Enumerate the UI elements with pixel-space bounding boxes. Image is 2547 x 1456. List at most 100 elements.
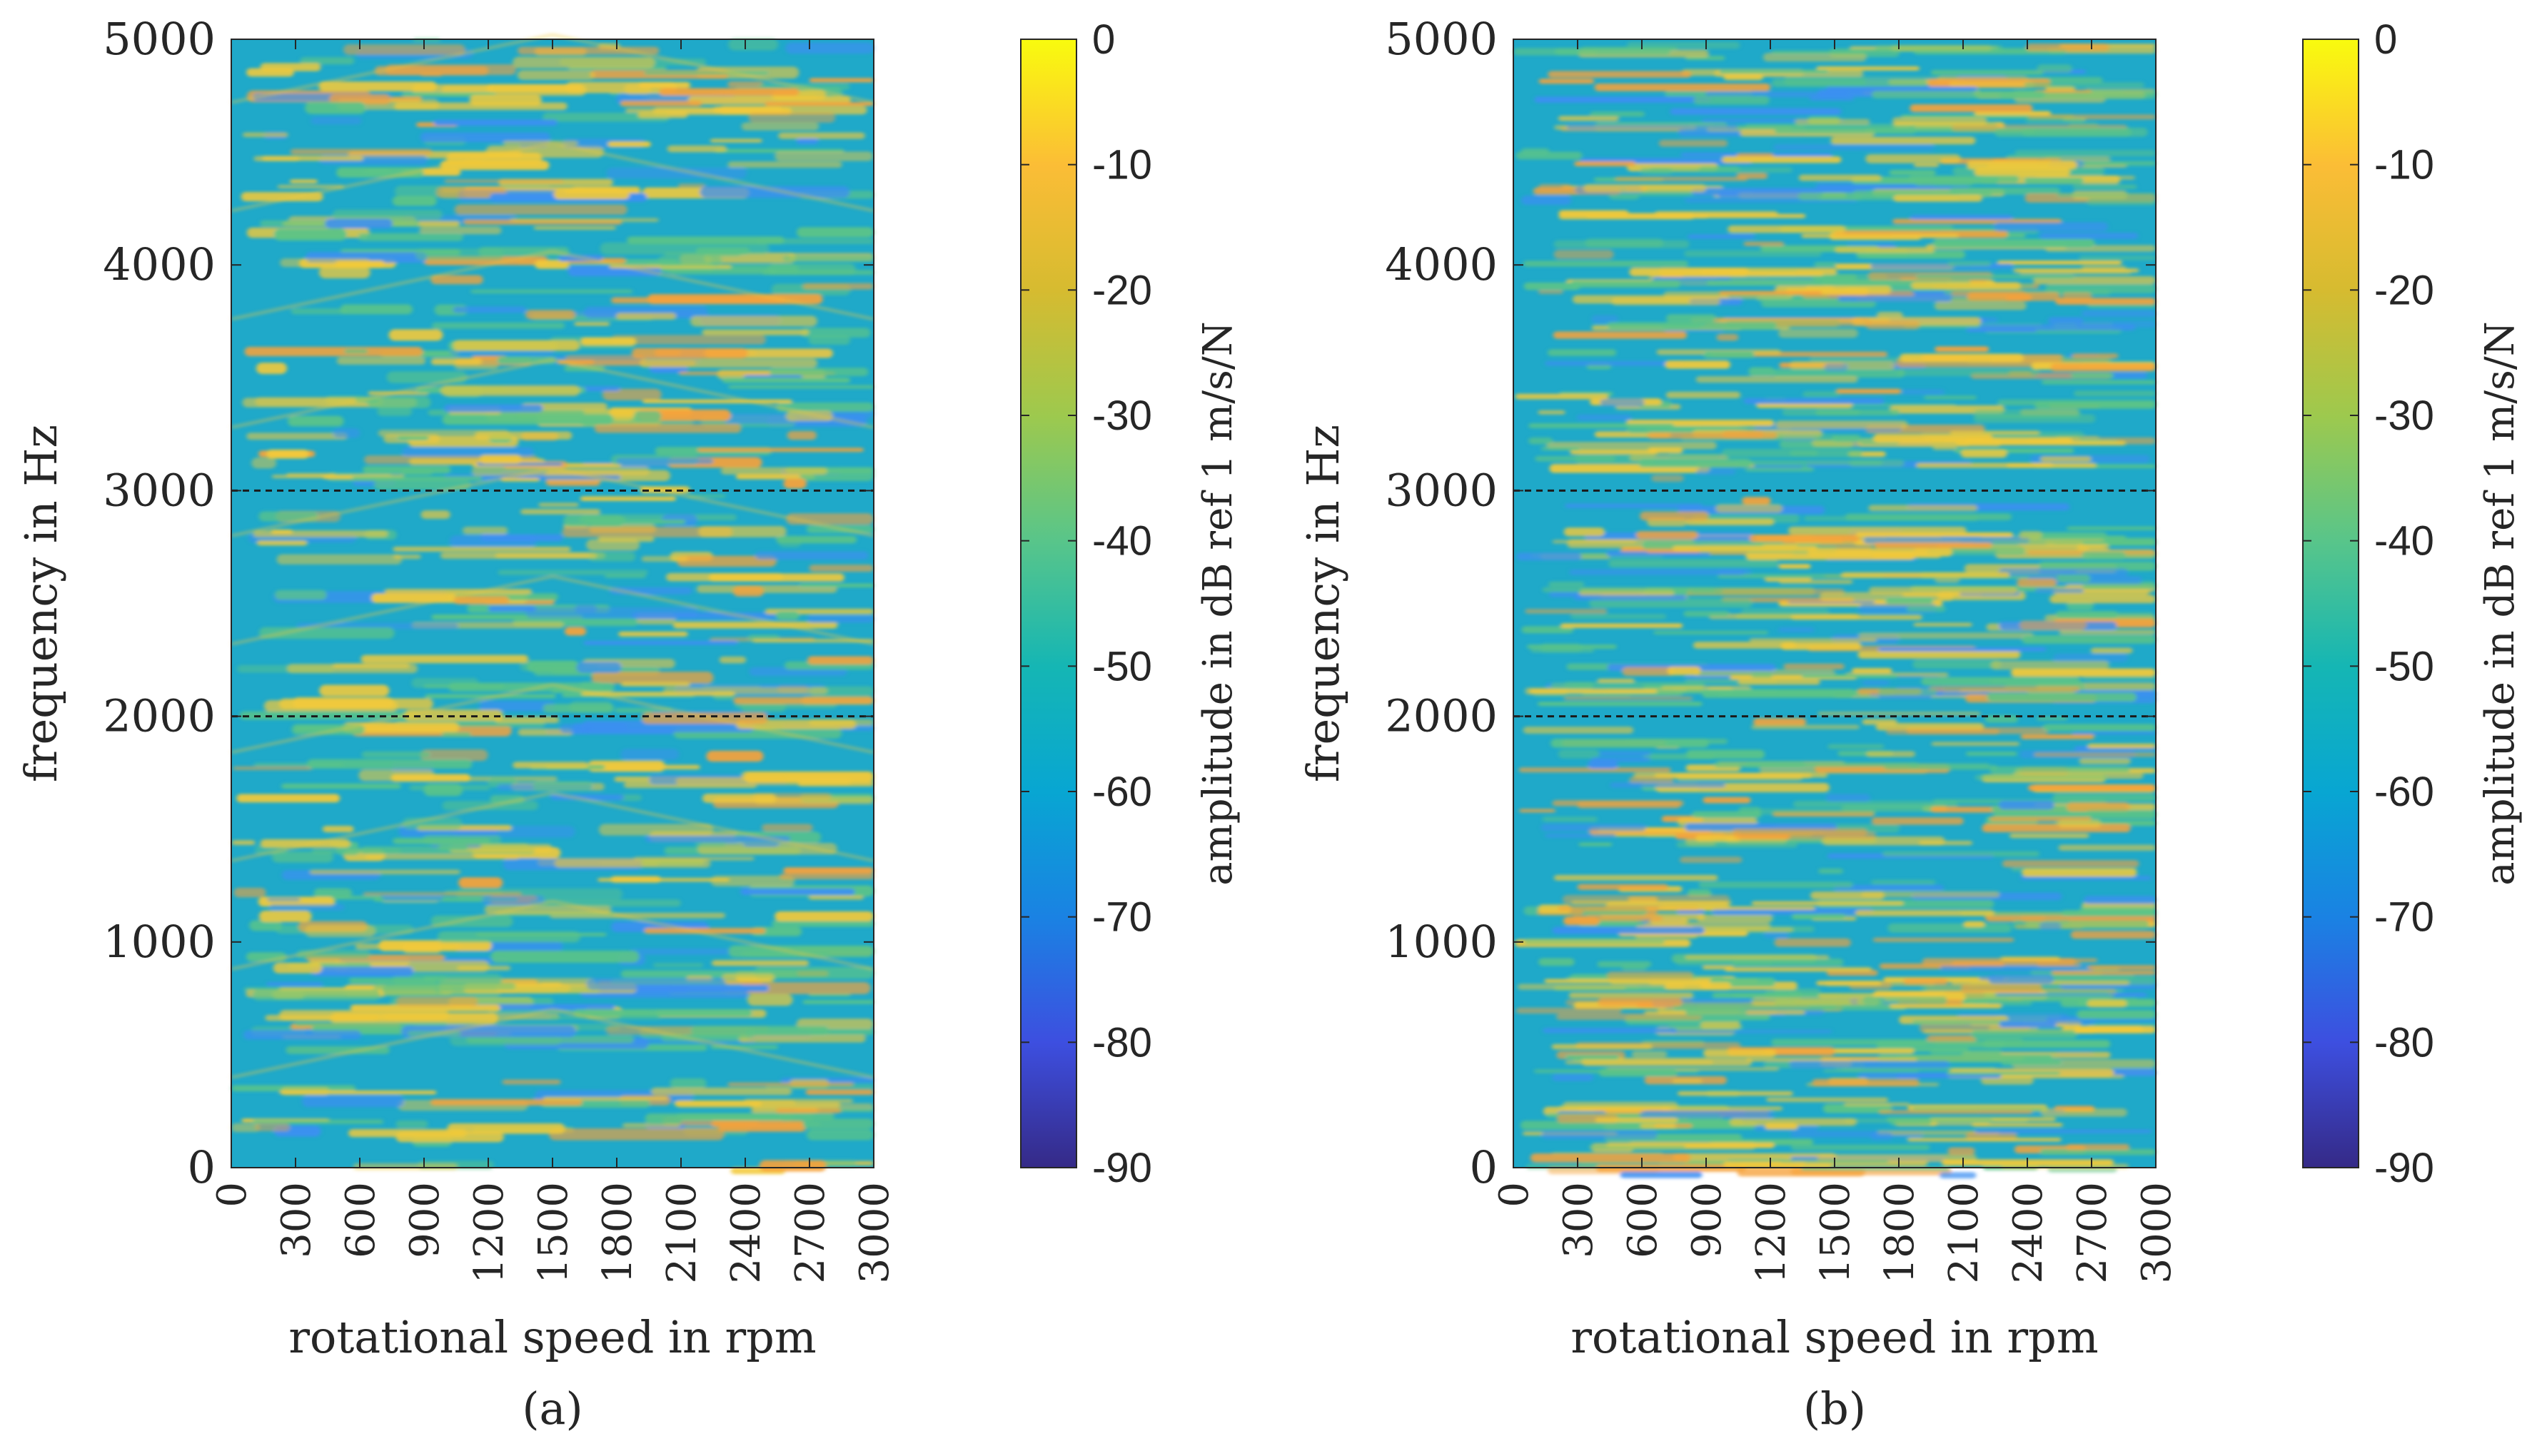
heatmap-band [1885,597,1934,604]
heatmap-band [2024,82,2144,89]
heatmap-ridge [231,682,553,754]
colorbar-tick-label: -30 [1092,393,1152,439]
heatmap-band [1999,92,2156,99]
heatmap-band [1753,718,1807,726]
heatmap-band [1970,1029,2077,1039]
heatmap-band [2042,380,2156,385]
heatmap-band [1615,176,1748,181]
colorbar-b: 0 -10 -20 -30 -40 -50 -60 -70 -80 -90 [2302,16,2434,1191]
heatmap-band [280,258,370,268]
heatmap-band [727,1082,854,1087]
heatmap-band [1780,642,1862,650]
heatmap-band [1870,1132,1893,1141]
heatmap-band [1751,672,1773,679]
heatmap-band [1919,840,1972,846]
heatmap-band [420,510,450,520]
heatmap-band [807,615,874,623]
heatmap-band [1521,196,1571,205]
heatmap-band [2000,956,2060,961]
heatmap-band [1599,751,1651,756]
heatmap-band [712,960,810,966]
heatmap-band [1743,398,1885,404]
heatmap-band [1874,542,1992,549]
heatmap-band [1658,906,1815,910]
heatmap-band [1815,409,1900,416]
heatmap-band [1684,250,1822,258]
heatmap-band [2074,390,2156,397]
heatmap-band [1610,782,1725,788]
heatmap-band [670,1078,707,1088]
heatmap-band [340,304,413,315]
heatmap-band [1540,446,1580,451]
heatmap-band [1752,997,1880,1006]
heatmap-band [706,750,764,762]
heatmap-band [2007,462,2097,468]
heatmap-band [1542,587,1715,592]
heatmap-band [1988,974,2054,984]
heatmap-band [470,289,633,294]
heatmap-band [2058,819,2102,828]
colorbar-tick-label: -10 [1092,142,1152,188]
heatmap-band [805,1089,874,1096]
heatmap-texture [231,33,874,1175]
heatmap-band [667,145,727,153]
heatmap-band [1789,1061,1950,1068]
heatmap-band [1588,1145,1685,1150]
heatmap-band [1545,360,1685,366]
heatmap-ridge [231,1008,553,1079]
heatmap-band [1849,460,1905,467]
heatmap-ridge [552,358,874,430]
heatmap-band [258,910,312,922]
heatmap-band [1748,367,1775,376]
colorbar-tick-label: -40 [1092,518,1152,565]
heatmap-band [728,38,779,51]
heatmap-band [253,530,388,537]
heatmap-band [281,783,401,789]
heatmap-band [809,565,874,572]
heatmap-band [783,478,807,489]
heatmap-band [1722,156,1842,163]
heatmap-band [1538,290,1563,295]
x-tick-label: 2100 [1941,1182,1987,1284]
heatmap-band [1621,965,1647,970]
heatmap-band [719,656,747,664]
heatmap-band [367,396,431,408]
heatmap-band [1775,420,1908,429]
x-tick-label: 2700 [2069,1182,2116,1284]
heatmap-band [748,112,836,123]
heatmap-band [1778,627,1815,633]
heatmap-band [594,423,742,433]
heatmap-band [1703,797,1751,804]
heatmap-band [1529,689,1688,694]
heatmap-band [1667,666,1701,676]
heatmap-band [640,358,818,368]
heatmap-band [1700,1021,1741,1029]
heatmap-band [2079,758,2131,764]
heatmap-band [1862,996,1947,1005]
colorbar-label-b: amplitude in dB ref 1 m/s/N [2477,321,2523,886]
heatmap-band [1931,70,2044,76]
heatmap-band [1668,453,1720,457]
heatmap-band [1673,545,1817,552]
heatmap-band [2072,184,2137,189]
heatmap-band [1574,161,1635,166]
heatmap-band [698,525,787,537]
heatmap-band [444,404,543,413]
heatmap-band [2066,601,2094,610]
heatmap-band [797,227,874,238]
heatmap-band [294,1022,448,1026]
heatmap-band [300,57,355,65]
heatmap-band [1798,174,1882,181]
heatmap-band [1912,659,2002,669]
heatmap-band [575,605,597,613]
heatmap-band [548,1128,725,1141]
heatmap-band [1940,1172,1977,1179]
heatmap-band [1967,161,2077,170]
heatmap-band [1981,1076,2034,1085]
heatmap-band [1855,909,1994,916]
heatmap-band [1742,497,1771,505]
heatmap-texture [1513,41,2156,1179]
heatmap-band [1778,564,1811,569]
heatmap-band [1552,800,1684,807]
